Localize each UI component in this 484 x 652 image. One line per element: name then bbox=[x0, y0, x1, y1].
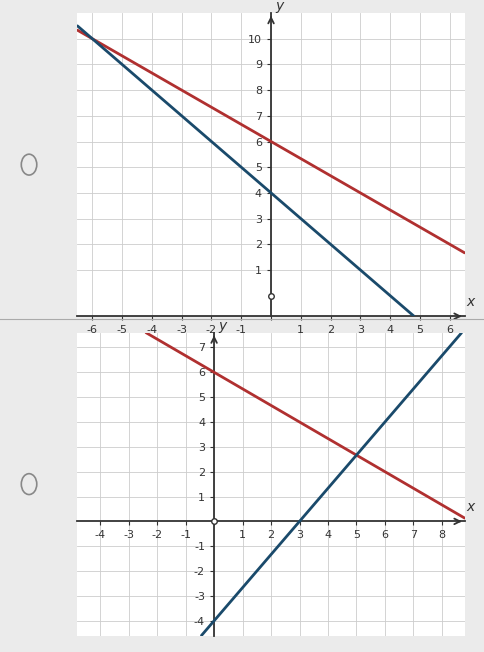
Text: x: x bbox=[466, 500, 474, 514]
Text: x: x bbox=[466, 295, 474, 308]
Text: y: y bbox=[275, 0, 284, 13]
Text: y: y bbox=[218, 319, 227, 333]
